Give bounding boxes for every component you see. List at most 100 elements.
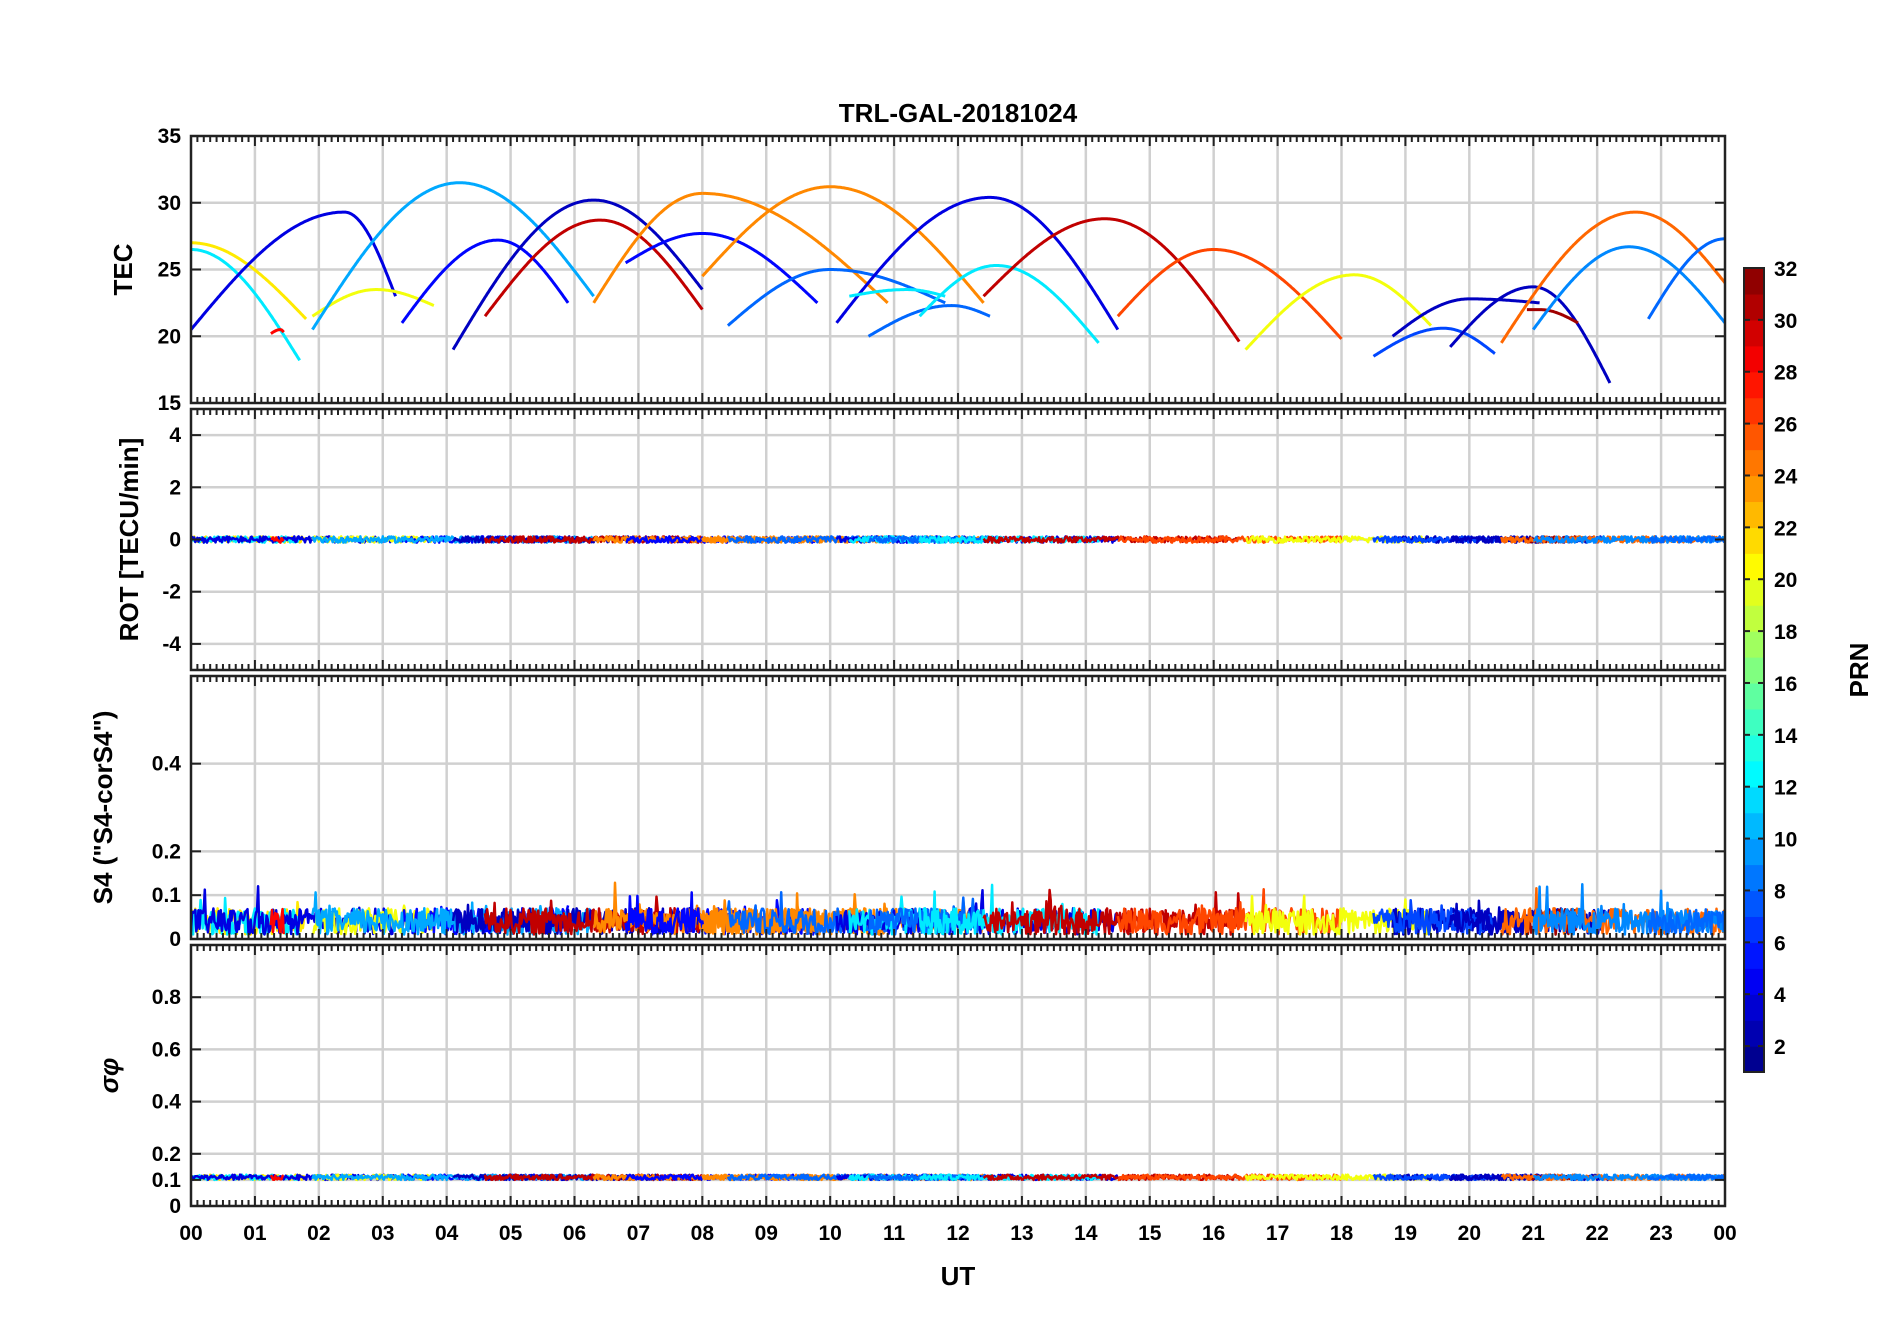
sigma-panel: 0 0.1 0.2 0.4 0.6 0.8 σφ — [94, 943, 1727, 1218]
colorbar-segment — [1744, 734, 1764, 762]
colorbar-tick-label: 2 — [1774, 1036, 1786, 1059]
tec-ytick-label: 15 — [158, 392, 182, 415]
colorbar-segment — [1744, 605, 1764, 632]
colorbar-label: PRN — [1844, 643, 1874, 698]
tec-ytick-label: 25 — [158, 259, 182, 282]
rot-ytick-label: -4 — [162, 633, 181, 656]
colorbar-segment — [1744, 812, 1764, 840]
colorbar-frame — [1743, 267, 1765, 1073]
tec-panel: 15 20 25 30 35 TEC — [108, 125, 1727, 415]
colorbar-segment — [1744, 760, 1764, 788]
tec-line-prn-5 — [624, 232, 819, 305]
rot-line-prn-7 — [1372, 535, 1497, 544]
rot-ytick-label: -2 — [162, 581, 181, 604]
xtick-label: 22 — [1585, 1222, 1608, 1245]
sigma-ylabel: σφ — [94, 1058, 124, 1094]
x-axis: 00 01 02 03 04 05 06 07 08 09 10 11 12 13 14 15 16 17 18 19… — [179, 1222, 1736, 1245]
rot-line-prn-24 — [592, 535, 703, 544]
colorbar-segment — [1744, 475, 1764, 503]
xtick-label: 06 — [563, 1222, 586, 1245]
tec-line-prn-25 — [1500, 210, 1725, 344]
rot-axis-ticks — [190, 409, 1726, 670]
sigma-line-prn-26 — [1117, 1173, 1343, 1182]
colorbar-tick-label: 10 — [1774, 829, 1797, 852]
rot-ytick-label: 4 — [169, 424, 181, 447]
sigma-line-prn-7 — [1372, 1173, 1496, 1182]
tec-line-prn-24 — [592, 191, 703, 304]
colorbar-segment — [1744, 916, 1764, 943]
colorbar-tick-label: 22 — [1774, 517, 1797, 540]
colorbar-segment — [1744, 293, 1764, 321]
tec-frame — [189, 134, 1727, 405]
chart-title: TRL-GAL-20181024 — [839, 98, 1078, 128]
sigma-line-prn-24 — [592, 1173, 704, 1182]
rot-series — [191, 535, 1725, 544]
xtick-label: 20 — [1458, 1222, 1481, 1245]
tec-line-prn-9 — [1532, 245, 1725, 331]
colorbar-tick-label: 28 — [1774, 362, 1798, 385]
colorbar-segment — [1744, 1020, 1764, 1047]
x-axis-label: UT — [941, 1261, 976, 1291]
tec-ytick-label: 20 — [158, 325, 181, 348]
xtick-label: 01 — [243, 1222, 267, 1245]
xtick-label: 18 — [1330, 1222, 1354, 1245]
xtick-label: 12 — [946, 1222, 969, 1245]
sigma-ytick-label: 0.6 — [152, 1038, 181, 1061]
rot-ytick-label: 2 — [169, 476, 181, 499]
xtick-label: 15 — [1138, 1222, 1162, 1245]
rot-panel: -4 -2 0 2 4 ROT [TECU/min] — [114, 407, 1727, 672]
sigma-ytick-label: 0 — [169, 1195, 181, 1218]
colorbar-segment — [1744, 345, 1764, 373]
tec-line-prn-26 — [1116, 248, 1343, 340]
s4-panel: 0 0.1 0.2 0.4 S4 ("S4-corS4") — [88, 674, 1727, 951]
colorbar-segment — [1744, 890, 1764, 917]
colorbar-tick-label: 20 — [1774, 569, 1797, 592]
colorbar-tick-label: 30 — [1774, 310, 1797, 333]
tec-line-prn-7 — [1372, 326, 1496, 358]
s4-frame — [189, 674, 1727, 941]
tec-series — [191, 181, 1725, 384]
colorbar-tick-label: 24 — [1774, 465, 1798, 488]
xtick-label: 16 — [1202, 1222, 1225, 1245]
xtick-label: 05 — [499, 1222, 523, 1245]
colorbar-tick-label: 12 — [1774, 777, 1797, 800]
s4-series — [191, 881, 1725, 936]
rot-line-prn-28 — [270, 536, 285, 544]
s4-ytick-label: 0 — [169, 928, 181, 951]
colorbar-tick-label: 32 — [1774, 258, 1797, 281]
xtick-label: 13 — [1010, 1222, 1033, 1245]
colorbar-segment — [1744, 449, 1764, 477]
sigma-line-prn-28 — [269, 1174, 285, 1182]
tec-line-prn-30 — [982, 217, 1241, 343]
tec-line-prn-12 — [848, 288, 946, 298]
colorbar-segment — [1744, 371, 1764, 399]
colorbar-tick-label: 6 — [1774, 932, 1786, 955]
tec-line-prn-30 — [483, 218, 704, 318]
s4-line-prn-8 — [1647, 908, 1725, 936]
xtick-label: 07 — [627, 1222, 650, 1245]
colorbar-segment — [1744, 682, 1764, 710]
colorbar-segment — [1744, 319, 1764, 347]
colorbar-tick-label: 4 — [1774, 984, 1786, 1007]
tec-line-prn-24 — [701, 191, 889, 305]
s4-ytick-label: 0.4 — [152, 753, 182, 776]
colorbar-segment — [1744, 579, 1764, 606]
xtick-label: 17 — [1266, 1222, 1289, 1245]
rot-line-prn-12 — [191, 535, 301, 544]
tec-line-prn-3 — [1449, 285, 1612, 384]
tec-line-prn-31 — [1526, 308, 1579, 325]
colorbar-segment — [1744, 942, 1764, 969]
tec-line-prn-8 — [1647, 237, 1725, 320]
tec-line-prn-5 — [400, 238, 570, 324]
colorbar-segment — [1744, 708, 1764, 736]
rot-ytick-label: 0 — [169, 529, 181, 552]
sigma-ytick-label: 0.1 — [152, 1169, 182, 1192]
sigma-frame — [189, 943, 1727, 1208]
tec-line-prn-20 — [311, 288, 435, 318]
sigma-series — [191, 1173, 1725, 1182]
colorbar-tick-label: 18 — [1774, 621, 1798, 644]
s4-line-prn-28 — [269, 907, 285, 936]
sigma-line-prn-8 — [1647, 1173, 1725, 1182]
sigma-ytick-label: 0.8 — [152, 986, 182, 1009]
